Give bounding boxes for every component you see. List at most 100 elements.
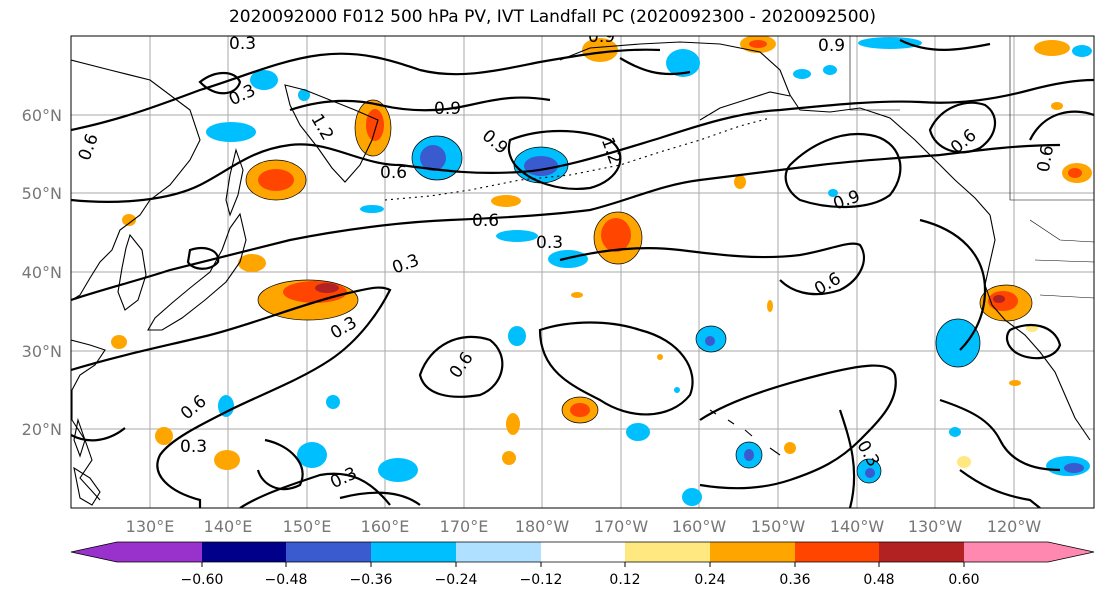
colorbar-segment bbox=[795, 542, 879, 562]
pv-blob bbox=[155, 427, 173, 445]
pv-blob bbox=[666, 49, 700, 77]
pv-blob bbox=[1072, 45, 1092, 57]
contour-line bbox=[418, 335, 504, 398]
pv-blob bbox=[957, 456, 971, 468]
pv-blob bbox=[865, 468, 875, 478]
pv-blob bbox=[626, 423, 650, 441]
yukon-border bbox=[849, 36, 900, 111]
pv-blob bbox=[524, 156, 558, 176]
colorbar-segment bbox=[964, 542, 1048, 562]
alaska-peninsula bbox=[699, 91, 791, 121]
pv-blob bbox=[828, 189, 838, 197]
pv-blob bbox=[1034, 40, 1070, 56]
lon-tick-label: 140°E bbox=[204, 517, 253, 536]
colorbar-tick-label: 0.36 bbox=[779, 572, 810, 588]
pv-blob bbox=[1064, 463, 1084, 473]
contour-label: 0.3 bbox=[536, 233, 563, 253]
contour-line bbox=[699, 364, 897, 490]
pv-blob bbox=[582, 38, 618, 62]
pv-blob bbox=[571, 292, 583, 298]
lon-tick-label: 150°W bbox=[751, 517, 806, 536]
sakhalin bbox=[225, 148, 244, 217]
pv-blob bbox=[283, 281, 347, 303]
pv-blob bbox=[326, 395, 340, 409]
lon-tick-label: 140°W bbox=[830, 517, 885, 536]
pv-blob bbox=[258, 169, 294, 191]
pv-blob bbox=[1051, 102, 1063, 110]
lon-tick-label: 170°E bbox=[440, 517, 489, 536]
ivt-contours bbox=[71, 39, 1094, 508]
colorbar-tick-label: −0.12 bbox=[520, 572, 563, 588]
contour-line bbox=[71, 427, 126, 442]
pv-blob bbox=[705, 336, 715, 346]
contour-line bbox=[239, 472, 391, 508]
contour-line bbox=[71, 286, 392, 508]
colorbar-tick-label: 0.60 bbox=[948, 572, 979, 588]
pv-blob bbox=[1068, 168, 1082, 178]
contour-label: 0.9 bbox=[818, 36, 845, 56]
lat-tick-label: 60°N bbox=[22, 106, 62, 125]
contour-line bbox=[71, 143, 1061, 302]
lon-tick-label: 130°W bbox=[908, 517, 963, 536]
colorbar-tick-label: −0.24 bbox=[435, 572, 478, 588]
lat-tick-label: 40°N bbox=[22, 263, 62, 282]
us-state-borders bbox=[1029, 219, 1094, 299]
contour-label: 0.6 bbox=[1034, 144, 1058, 174]
contour-line bbox=[899, 39, 991, 51]
korea bbox=[117, 233, 147, 311]
pv-blob bbox=[823, 65, 837, 75]
pv-blob bbox=[297, 442, 327, 468]
pv-blob bbox=[936, 319, 980, 367]
lon-tick-label: 130°E bbox=[126, 517, 175, 536]
pv-blob bbox=[508, 326, 526, 346]
contour-line bbox=[507, 129, 622, 190]
contour-line bbox=[71, 48, 661, 132]
pv-blob bbox=[858, 37, 922, 49]
lon-tick-label: 150°E bbox=[283, 517, 332, 536]
negative-anomaly-blobs bbox=[206, 37, 1092, 506]
pv-blob bbox=[1009, 380, 1021, 386]
pv-blob bbox=[218, 395, 234, 417]
contour-label: 0.6 bbox=[380, 163, 407, 183]
positive-anomaly-blobs bbox=[111, 36, 1092, 470]
contour-label: 0.6 bbox=[472, 211, 499, 231]
pv-blob bbox=[570, 403, 590, 417]
colorbar-outline bbox=[70, 541, 1095, 563]
latitude-axis: 60°N 50°N 40°N 30°N 20°N bbox=[22, 106, 62, 439]
pv-blob bbox=[111, 335, 127, 349]
lon-tick-label: 160°W bbox=[672, 517, 727, 536]
lon-tick-label: 120°W bbox=[987, 517, 1042, 536]
contour-line bbox=[256, 438, 304, 491]
contour-line bbox=[289, 96, 551, 112]
pv-blob bbox=[502, 451, 516, 465]
colorbar-tick-label: 0.24 bbox=[694, 572, 725, 588]
colorbar-extend-min bbox=[71, 542, 117, 562]
contour-line bbox=[538, 321, 694, 416]
china-coast bbox=[71, 339, 106, 501]
pv-blob bbox=[657, 354, 663, 360]
pv-blob bbox=[250, 70, 278, 90]
pv-blob bbox=[784, 442, 796, 454]
pv-blob bbox=[206, 122, 256, 142]
canada-border bbox=[1009, 36, 1094, 201]
colorbar-segment bbox=[456, 542, 541, 562]
lat-tick-label: 30°N bbox=[22, 342, 62, 361]
colorbar-extend-max bbox=[1048, 542, 1094, 562]
colorbar-segment bbox=[286, 542, 371, 562]
colorbar-segment bbox=[541, 542, 625, 562]
pv-shading bbox=[111, 36, 1092, 506]
pv-blob bbox=[734, 175, 746, 189]
colorbar-segment bbox=[625, 542, 710, 562]
pv-blob bbox=[238, 254, 266, 272]
pv-blob bbox=[744, 449, 754, 461]
contour-line bbox=[959, 469, 1041, 508]
colorbar-tick-label: −0.48 bbox=[265, 572, 308, 588]
contour-line bbox=[339, 491, 421, 506]
pv-blob bbox=[767, 300, 773, 312]
colorbar-segment bbox=[710, 542, 795, 562]
philippines bbox=[73, 466, 101, 506]
contour-label: 0.3 bbox=[229, 34, 256, 54]
colorbar-tick-label: −0.36 bbox=[350, 572, 393, 588]
pv-blob bbox=[749, 40, 767, 48]
